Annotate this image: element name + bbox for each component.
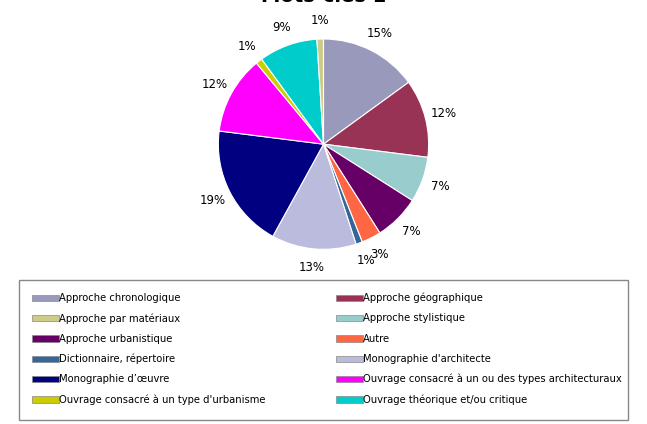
Text: 1%: 1% <box>311 14 329 27</box>
Text: Ouvrage consacré à un ou des types architecturaux: Ouvrage consacré à un ou des types archi… <box>363 374 622 385</box>
Text: 1%: 1% <box>238 39 257 53</box>
Text: 3%: 3% <box>371 248 389 261</box>
Wedge shape <box>219 63 324 144</box>
Text: 13%: 13% <box>299 261 325 274</box>
Text: Dictionnaire, répertoire: Dictionnaire, répertoire <box>59 354 175 364</box>
Text: Approche stylistique: Approche stylistique <box>363 313 465 324</box>
Text: Monographie d'architecte: Monographie d'architecte <box>363 354 491 364</box>
Bar <box>336 356 363 362</box>
Title: Mots-clés 1: Mots-clés 1 <box>261 0 386 6</box>
Wedge shape <box>324 144 428 201</box>
Wedge shape <box>324 39 408 144</box>
Wedge shape <box>324 144 412 233</box>
Text: 19%: 19% <box>200 194 226 207</box>
Bar <box>32 335 59 342</box>
Bar <box>336 335 363 342</box>
Wedge shape <box>218 131 324 236</box>
Wedge shape <box>273 144 356 249</box>
Text: 7%: 7% <box>431 180 450 192</box>
Text: 12%: 12% <box>202 78 228 91</box>
Text: 9%: 9% <box>272 21 291 34</box>
Bar <box>336 315 363 321</box>
Wedge shape <box>324 144 362 244</box>
Text: Approche chronologique: Approche chronologique <box>59 293 181 303</box>
Text: Ouvrage théorique et/ou critique: Ouvrage théorique et/ou critique <box>363 394 527 405</box>
Bar <box>32 356 59 362</box>
Text: Approche géographique: Approche géographique <box>363 293 483 303</box>
Bar <box>336 295 363 301</box>
Bar <box>32 376 59 382</box>
Bar <box>32 315 59 321</box>
Text: Autre: Autre <box>363 334 390 343</box>
Text: Approche urbanistique: Approche urbanistique <box>59 334 172 343</box>
Wedge shape <box>317 39 324 144</box>
Wedge shape <box>256 59 324 144</box>
Bar <box>32 396 59 403</box>
Text: 7%: 7% <box>402 226 421 238</box>
Text: 12%: 12% <box>431 107 457 120</box>
Bar <box>32 295 59 301</box>
Text: Ouvrage consacré à un type d'urbanisme: Ouvrage consacré à un type d'urbanisme <box>59 394 265 405</box>
Wedge shape <box>324 144 380 242</box>
Bar <box>336 376 363 382</box>
Bar <box>336 396 363 403</box>
Text: Monographie d’œuvre: Monographie d’œuvre <box>59 374 170 384</box>
Text: 15%: 15% <box>367 27 393 40</box>
Text: Approche par matériaux: Approche par matériaux <box>59 313 180 324</box>
Wedge shape <box>324 82 429 157</box>
Wedge shape <box>261 39 324 144</box>
Text: 1%: 1% <box>356 254 375 268</box>
FancyBboxPatch shape <box>19 280 628 420</box>
